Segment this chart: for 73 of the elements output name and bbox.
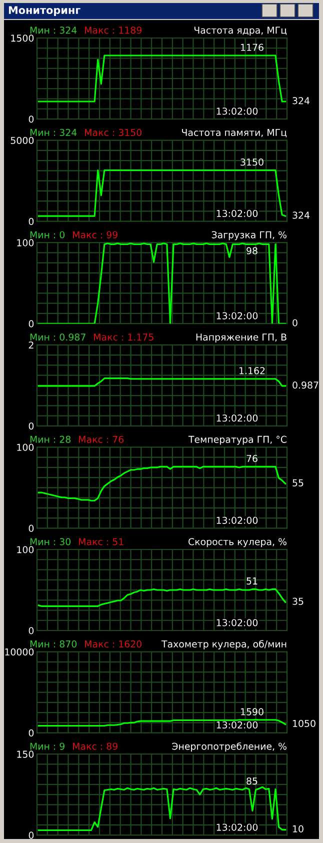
line-series [38,718,286,727]
annotation: 13:02:00 [216,108,258,115]
text: 10 [293,825,304,832]
annotation: 13:02:00 [216,516,258,524]
y-tick-label: 5000 [10,136,34,144]
text: 1050 [293,720,316,728]
y-tick-label: 100 [17,444,34,451]
text: 55 [292,479,304,486]
text: 0 [292,319,298,326]
text: Мониторинг [8,6,80,16]
y-tick-label: 0 [28,729,34,737]
text: Макс : 99 [73,231,118,238]
annotation: 1590 [241,708,264,716]
annotation: 13:02:00 [216,619,258,626]
text: Макс : 1.175 [94,334,154,341]
annotation: 13:02:00 [216,824,258,831]
y-tick-label: 0 [28,320,34,328]
text: Мин : 0.987 [30,333,86,341]
annotation: 13:02:00 [216,312,258,320]
annotation: 85 [246,777,258,785]
text: 35 [292,598,304,605]
text: Мин : 870 [30,640,77,648]
annotation: 3150 [240,158,264,166]
text: Макс : 1189 [85,26,142,34]
annotation: 51 [246,578,258,585]
y-tick-label: 0 [28,218,34,226]
text: Мин : 324 [30,26,77,34]
chart-title: Частота ядра, МГц [194,26,287,36]
chart-title: Напряжение ГП, В [196,334,286,342]
chart-title: Температура ГП, °С [188,436,286,445]
text: 324 [292,97,310,104]
y-tick-label: 10000 [5,648,34,656]
y-tick-label: 100 [17,546,34,554]
y-tick-label: 1500 [11,34,34,42]
text: 324 [292,212,310,219]
text: Макс : 51 [79,538,124,546]
y-tick-label: 150 [17,750,34,758]
y-tick-label: 2 [28,341,34,348]
y-tick-label: 0 [28,116,34,123]
y-tick-label: 0 [28,422,34,430]
text: Макс : 89 [73,742,118,750]
y-tick-label: 0 [28,524,34,532]
text: Мин : 9 [30,742,64,750]
y-tick-label: 100 [17,239,34,246]
annotation: 98 [246,247,258,254]
line-series [38,242,286,324]
annotation: 13:02:00 [216,721,258,729]
text: 0.987 [292,382,318,389]
line-series [38,466,286,502]
y-tick-label: 0 [28,627,34,634]
chart-title: Скорость кулера, % [188,538,286,548]
text: Макс : 76 [79,436,124,443]
line-series [38,54,286,102]
line-series [38,170,286,217]
text: Макс : 3150 [85,128,142,136]
chart-title: Тахометр кулера, об/мин [161,640,286,650]
text: Макс : 1620 [85,640,142,648]
annotation: 76 [246,454,258,462]
y-tick-label: 0 [28,832,34,839]
line-series [38,786,286,832]
line-series [38,588,286,607]
text: Мин : 30 [30,538,71,546]
chart-title: Частота памяти, МГц [182,129,287,138]
text: Мин : 324 [30,128,77,136]
annotation: 13:02:00 [216,414,258,422]
text: Мин : 0 [30,231,65,238]
line-series [38,378,286,387]
chart-title: Загрузка ГП, % [212,231,286,240]
chart-title: Энергопотребление, % [172,742,286,752]
text: Мин : 28 [30,436,71,443]
annotation: 13:02:00 [216,210,258,218]
annotation: 1176 [241,44,264,51]
annotation: 1.162 [240,367,265,374]
